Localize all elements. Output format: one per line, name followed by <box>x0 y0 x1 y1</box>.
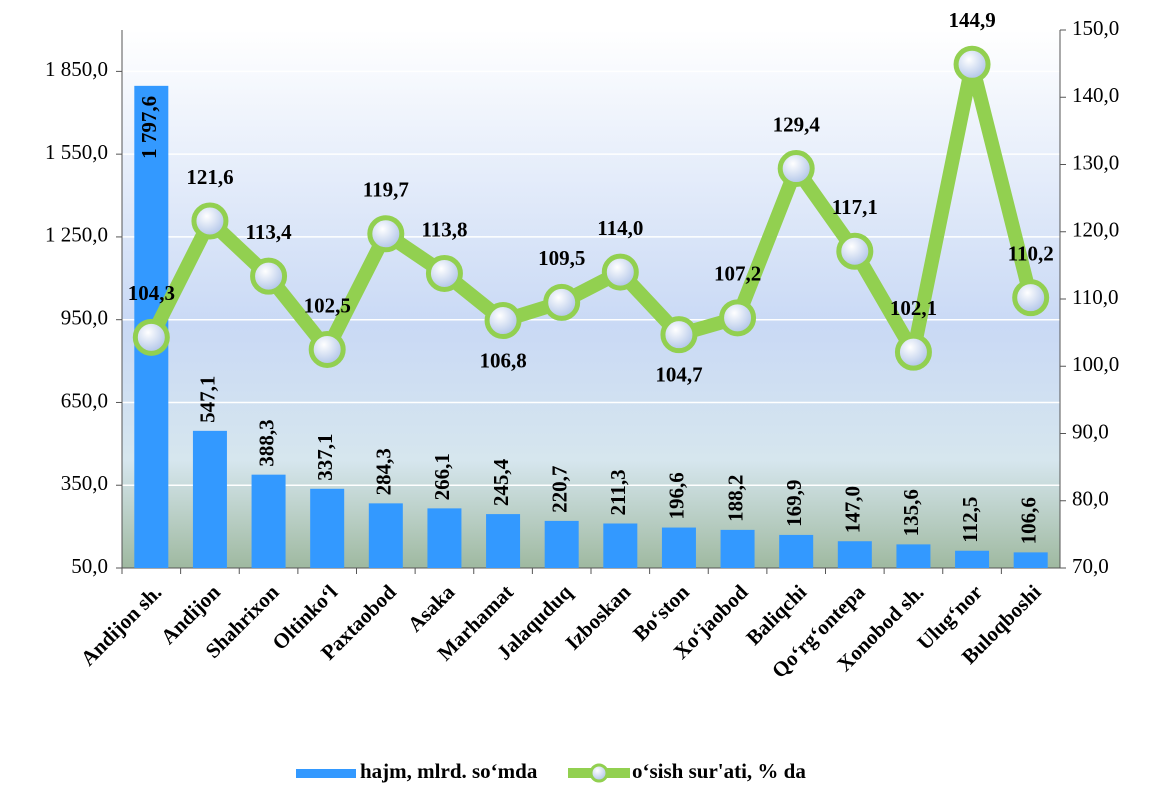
line-marker <box>367 215 405 253</box>
legend-label: hajm, mlrd. so‘mda <box>360 759 538 783</box>
y-tick-label: 350,0 <box>61 471 108 495</box>
line-value-label: 104,3 <box>128 281 175 305</box>
bar <box>837 541 872 568</box>
bar <box>661 527 696 568</box>
line-marker <box>1012 279 1050 317</box>
bar-value-label: 245,4 <box>489 458 513 506</box>
bar-value-label: 211,3 <box>606 469 630 515</box>
line-value-label: 119,7 <box>363 178 409 202</box>
y2-tick-label: 140,0 <box>1072 83 1119 107</box>
bar <box>955 550 990 568</box>
line-value-label: 102,1 <box>890 296 937 320</box>
line-marker <box>132 318 170 356</box>
bar-value-label: 266,1 <box>430 453 454 500</box>
legend-swatch <box>589 763 609 783</box>
y2-tick-label: 120,0 <box>1072 218 1119 242</box>
line-marker <box>660 316 698 354</box>
line-value-label: 104,7 <box>655 362 702 386</box>
bar-value-label: 1 797,6 <box>137 96 161 159</box>
line-value-label: 117,1 <box>832 195 878 219</box>
y2-tick-label: 130,0 <box>1072 150 1119 174</box>
bar-value-label: 112,5 <box>958 497 982 543</box>
y-tick-label: 950,0 <box>61 306 108 330</box>
bar-value-label: 220,7 <box>548 466 572 513</box>
legend-swatch <box>296 769 356 778</box>
bar-value-label: 106,6 <box>1017 497 1041 544</box>
line-marker <box>836 232 874 270</box>
y2-tick-label: 90,0 <box>1072 419 1109 443</box>
line <box>145 57 1038 360</box>
bar-value-label: 169,9 <box>782 480 806 527</box>
line-marker <box>777 150 815 188</box>
legend-label: o‘sish sur'ati, % da <box>632 759 806 783</box>
bar <box>251 474 286 568</box>
bar <box>310 488 345 568</box>
x-tick-label: Izboskan <box>561 580 636 655</box>
line-value-label: 129,4 <box>773 112 821 136</box>
bar <box>486 514 521 568</box>
bar-value-label: 337,1 <box>313 434 337 481</box>
line-value-label: 102,5 <box>304 293 351 317</box>
line-value-label: 113,4 <box>246 220 293 244</box>
bar-value-label: 147,0 <box>841 486 865 533</box>
line-marker <box>601 253 639 291</box>
line-value-label: 107,2 <box>714 262 761 286</box>
y2-tick-label: 150,0 <box>1072 16 1119 40</box>
bar-value-label: 547,1 <box>196 376 220 423</box>
y-tick-label: 50,0 <box>71 554 108 578</box>
line-marker <box>719 299 757 337</box>
bar <box>427 508 462 568</box>
y-tick-label: 1 850,0 <box>45 57 108 81</box>
line-marker <box>543 283 581 321</box>
bar-value-label: 196,6 <box>665 472 689 519</box>
bar <box>896 544 931 568</box>
line-value-label: 110,2 <box>1008 241 1054 265</box>
line-marker <box>191 202 229 240</box>
bar-value-label: 188,2 <box>723 475 747 522</box>
bar <box>192 430 227 568</box>
bar <box>1013 552 1048 568</box>
line-marker <box>953 45 991 83</box>
y-tick-label: 650,0 <box>61 388 108 412</box>
y-tick-label: 1 550,0 <box>45 140 108 164</box>
line-value-label: 106,8 <box>479 348 526 372</box>
line-value-label: 114,0 <box>597 216 643 240</box>
y2-tick-label: 80,0 <box>1072 487 1109 511</box>
y2-tick-label: 110,0 <box>1072 285 1118 309</box>
line-value-label: 121,6 <box>186 165 233 189</box>
line-marker <box>425 254 463 292</box>
line-marker <box>484 302 522 340</box>
line-marker <box>250 257 288 295</box>
line-marker <box>308 330 346 368</box>
y2-tick-label: 70,0 <box>1072 554 1109 578</box>
x-tick-label: Asaka <box>403 580 460 637</box>
bar <box>603 523 638 568</box>
bar <box>544 520 579 568</box>
line-value-label: 144,9 <box>948 8 995 32</box>
bar-value-label: 135,6 <box>899 489 923 536</box>
line-value-label: 109,5 <box>538 246 585 270</box>
bar <box>779 534 814 568</box>
line-value-label: 113,8 <box>421 217 467 241</box>
y-tick-label: 1 250,0 <box>45 223 108 247</box>
bar <box>720 529 755 568</box>
x-tick-label: Andijon sh. <box>76 580 166 670</box>
bar-value-label: 284,3 <box>372 448 396 495</box>
y2-tick-label: 100,0 <box>1072 352 1119 376</box>
bar-value-label: 388,3 <box>254 419 278 466</box>
bar <box>368 503 403 568</box>
line-marker <box>894 333 932 371</box>
